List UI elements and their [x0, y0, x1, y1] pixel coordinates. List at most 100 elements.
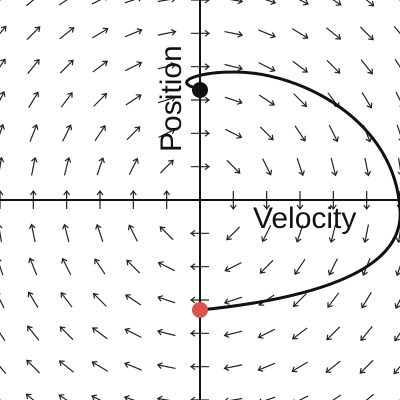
- end-marker: [192, 82, 208, 99]
- field-arrow: [156, 328, 176, 337]
- field-arrow: [28, 91, 40, 109]
- field-arrow: [0, 293, 5, 309]
- field-arrow: [399, 399, 400, 400]
- field-arrow: [96, 157, 105, 176]
- field-arrow: [156, 362, 176, 370]
- field-arrow: [159, 226, 174, 241]
- field-arrow: [225, 128, 243, 139]
- field-arrow: [264, 0, 277, 5]
- x-axis-label: Velocity: [253, 202, 357, 235]
- field-arrow: [326, 326, 341, 341]
- field-arrow: [124, 28, 143, 38]
- field-arrow: [157, 295, 176, 304]
- field-arrow: [158, 127, 176, 138]
- field-arrow: [62, 223, 70, 243]
- field-arrow: [125, 94, 142, 106]
- field-arrow: [0, 91, 6, 102]
- field-arrow: [393, 26, 400, 35]
- field-arrow: [365, 393, 374, 400]
- field-arrow: [0, 399, 1, 400]
- field-arrow: [325, 27, 342, 40]
- field-arrow: [91, 394, 102, 400]
- field-arrow: [259, 126, 274, 141]
- field-arrow: [394, 332, 400, 342]
- field-arrow: [124, 294, 142, 306]
- field-arrow: [94, 124, 106, 142]
- field-arrow: [0, 259, 4, 276]
- field-arrow: [328, 224, 337, 244]
- field-arrow: [262, 158, 273, 176]
- field-arrow: [26, 359, 41, 374]
- field-arrow: [59, 326, 74, 341]
- field-arrow: [258, 94, 276, 106]
- field-arrow: [325, 360, 341, 373]
- field-arrow: [223, 330, 243, 338]
- field-arrow: [259, 259, 274, 274]
- field-arrow: [360, 325, 373, 342]
- field-arrow: [291, 361, 309, 373]
- field-arrow: [92, 292, 107, 307]
- field-arrow: [93, 92, 108, 107]
- field-arrow: [327, 292, 340, 309]
- field-arrow: [58, 360, 75, 373]
- field-arrow: [0, 365, 7, 374]
- field-arrow: [291, 28, 309, 40]
- field-arrow: [58, 394, 68, 400]
- field-arrow: [91, 0, 107, 5]
- field-arrow: [95, 223, 104, 243]
- field-arrow: [399, 0, 400, 1]
- field-arrow: [30, 156, 38, 176]
- field-arrow: [62, 124, 73, 142]
- field-arrow: [332, 394, 342, 400]
- field-arrow: [258, 29, 276, 39]
- field-arrow: [360, 291, 372, 309]
- field-arrow: [291, 327, 308, 340]
- field-arrow: [61, 257, 72, 275]
- field-arrow: [27, 325, 40, 341]
- field-arrow: [157, 28, 177, 36]
- y-axis-label: Position: [155, 45, 188, 152]
- field-arrow: [91, 360, 109, 372]
- field-arrow: [26, 0, 35, 7]
- field-arrow: [365, 0, 375, 7]
- field-arrow: [360, 59, 373, 75]
- start-marker: [192, 301, 208, 318]
- field-arrow: [159, 159, 174, 174]
- field-arrow: [26, 26, 41, 41]
- field-arrow: [224, 96, 243, 105]
- field-arrow: [59, 59, 74, 74]
- field-arrow: [258, 62, 276, 73]
- field-arrow: [124, 327, 142, 338]
- field-arrow: [157, 0, 175, 3]
- field-arrow: [127, 224, 138, 242]
- field-arrow: [295, 224, 304, 243]
- field-arrow: [125, 61, 143, 72]
- field-arrow: [359, 359, 374, 374]
- field-arrow: [330, 157, 338, 177]
- field-arrow: [292, 293, 307, 308]
- field-arrow: [226, 159, 241, 174]
- field-arrow: [296, 157, 305, 177]
- field-arrow: [94, 258, 106, 275]
- field-arrow: [58, 0, 68, 6]
- field-arrow: [292, 60, 309, 73]
- field-arrow: [0, 25, 7, 35]
- field-arrow: [394, 58, 400, 68]
- field-arrow: [223, 296, 243, 305]
- field-arrow: [224, 63, 244, 72]
- field-arrow: [28, 223, 36, 243]
- field-arrow: [25, 393, 35, 400]
- field-arrow: [294, 258, 306, 276]
- field-arrow: [362, 224, 370, 244]
- field-arrow: [60, 91, 73, 108]
- field-arrow: [224, 262, 242, 273]
- field-arrow: [128, 157, 139, 175]
- field-arrow: [0, 225, 3, 243]
- field-arrow: [126, 126, 141, 141]
- field-arrow: [60, 291, 73, 308]
- field-arrow: [359, 26, 374, 41]
- field-arrow: [63, 156, 72, 176]
- field-arrow: [27, 291, 39, 309]
- field-arrow: [0, 156, 5, 171]
